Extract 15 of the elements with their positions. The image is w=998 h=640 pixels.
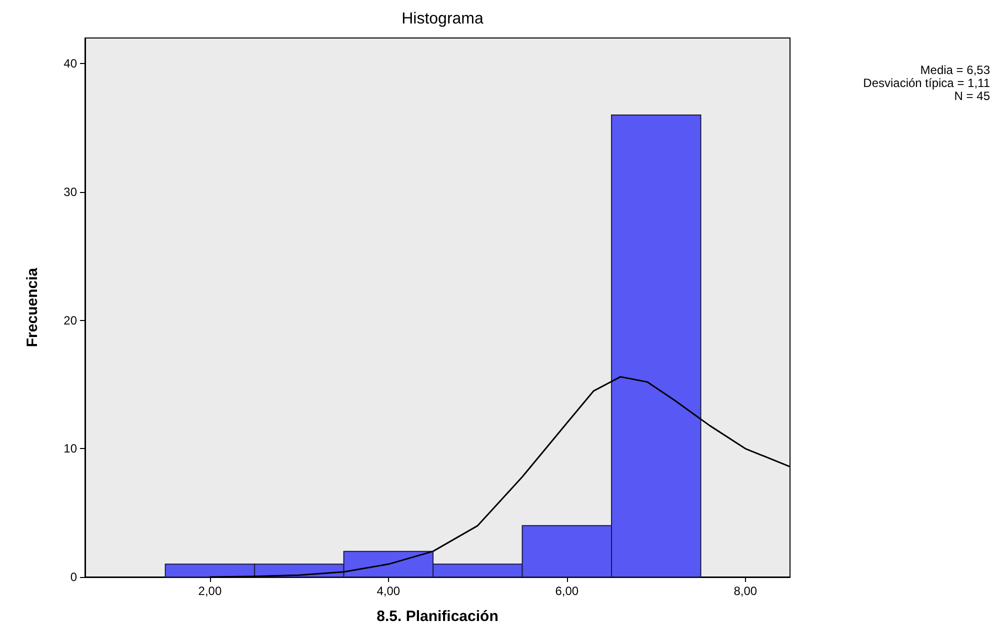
y-tick-label: 30 [64,185,78,199]
x-tick-label: 2,00 [198,584,222,598]
x-axis-title: 8.5. Planificación [376,608,498,625]
x-tick-label: 4,00 [376,584,400,598]
text: Media = 6,53 [920,63,990,77]
x-tick-label: 8,00 [734,584,758,598]
y-tick-label: 40 [64,56,78,71]
y-tick-label: 10 [64,442,78,456]
text: Desviación típica = 1,11 [863,76,990,90]
y-axis-title: Frecuencia [24,267,41,348]
x-tick-label: 6,00 [555,584,579,598]
chart-title: Histograma [402,10,484,28]
y-tick-label: 0 [70,570,78,584]
text: N = 45 [954,89,990,103]
y-tick-label: 20 [64,313,78,328]
